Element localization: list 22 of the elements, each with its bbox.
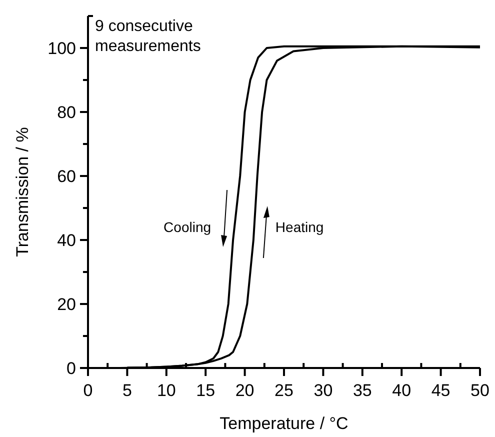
- x-tick-label: 25: [274, 381, 294, 400]
- y-tick-label: 100: [48, 39, 76, 58]
- x-tick-label: 5: [122, 381, 132, 400]
- annotation: Cooling: [164, 219, 212, 235]
- x-tick-label: 15: [196, 381, 216, 400]
- x-tick-label: 30: [314, 381, 333, 400]
- y-axis-title: Transmission / %: [13, 127, 32, 257]
- y-tick-label: 80: [57, 103, 76, 122]
- x-tick-label: 45: [431, 381, 450, 400]
- y-tick-label: 20: [57, 295, 76, 314]
- y-tick-label: 0: [66, 359, 76, 378]
- x-axis-title: Temperature / °C: [220, 414, 348, 433]
- x-tick-label: 50: [470, 381, 490, 400]
- annotation: 9 consecutive measurements: [95, 18, 201, 55]
- x-tick-label: 35: [352, 381, 372, 400]
- x-tick-label: 40: [392, 381, 412, 400]
- y-tick-label: 40: [57, 231, 76, 250]
- x-tick-label: 10: [156, 381, 176, 400]
- x-tick-label: 20: [235, 381, 254, 400]
- y-tick-label: 60: [57, 167, 76, 186]
- x-tick-label: 0: [83, 381, 93, 400]
- annotation: Heating: [275, 219, 324, 235]
